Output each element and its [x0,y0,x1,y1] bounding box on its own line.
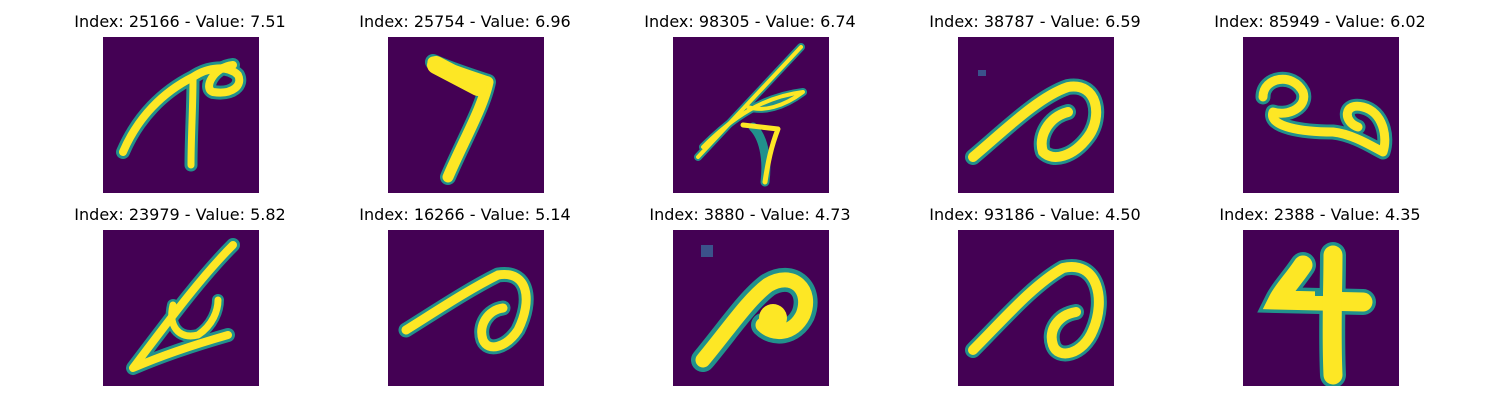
panel-title: Index: 98305 - Value: 6.74 [644,12,856,31]
digit-image [388,230,544,386]
digit-image [1243,37,1399,193]
panel-title: Index: 2388 - Value: 4.35 [1219,205,1421,224]
digit-image [673,230,829,386]
panel-title: Index: 85949 - Value: 6.02 [1214,12,1426,31]
panel-title: Index: 3880 - Value: 4.73 [649,205,851,224]
digit-image [958,230,1114,386]
digit-image [388,37,544,193]
panel-title: Index: 23979 - Value: 5.82 [74,205,286,224]
digit-image [103,230,259,386]
digit-image [1243,230,1399,386]
panel-title: Index: 25754 - Value: 6.96 [359,12,571,31]
panel-title: Index: 38787 - Value: 6.59 [929,12,1141,31]
digit-image [103,37,259,193]
panel-title: Index: 93186 - Value: 4.50 [929,205,1141,224]
panel-title: Index: 25166 - Value: 7.51 [74,12,286,31]
digit-image [673,37,829,193]
panel-title: Index: 16266 - Value: 5.14 [359,205,571,224]
digit-image [958,37,1114,193]
